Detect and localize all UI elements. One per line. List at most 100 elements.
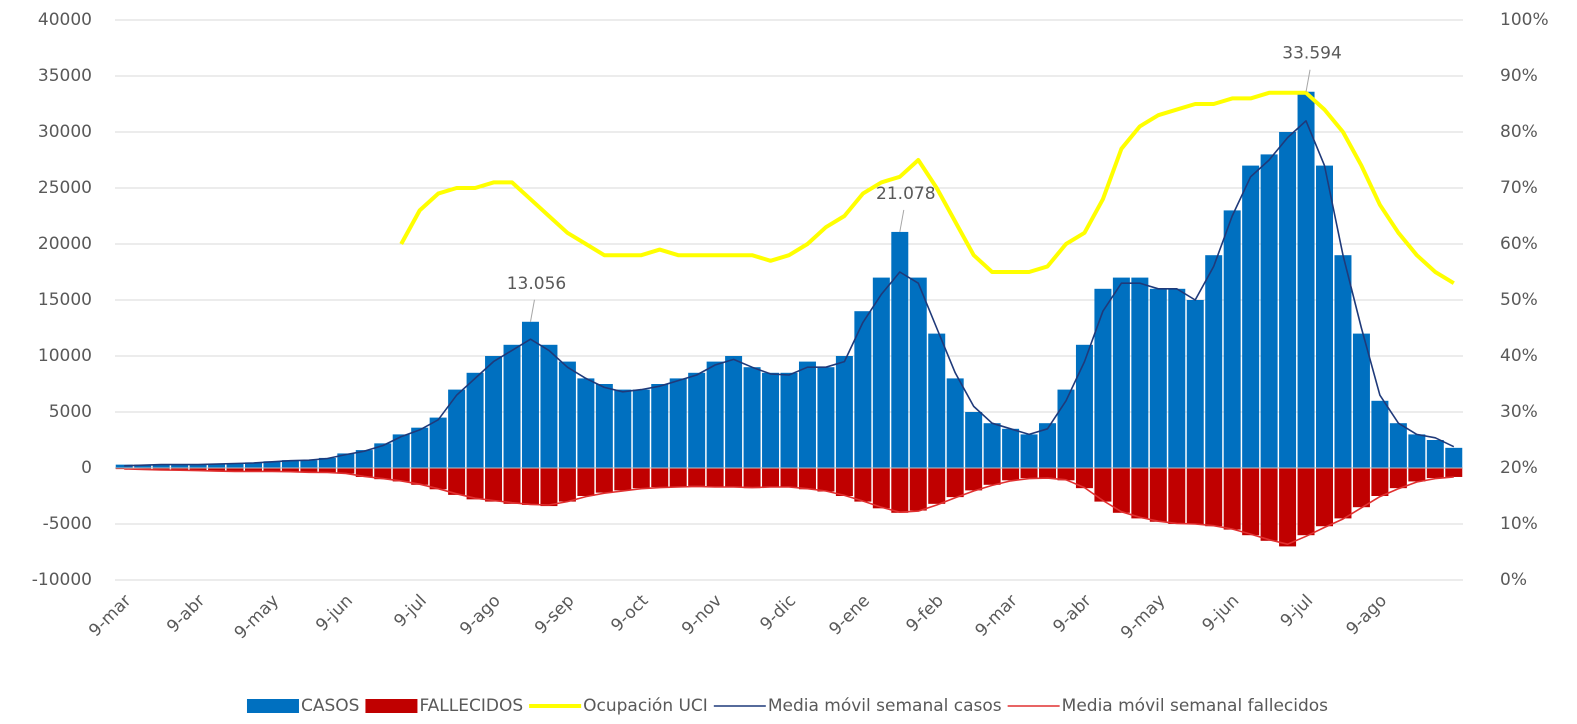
- bar: [281, 468, 299, 472]
- bar: [651, 384, 669, 468]
- bar: [189, 468, 207, 471]
- bar: [134, 464, 152, 468]
- bar: [688, 468, 706, 486]
- bar: [226, 468, 244, 472]
- x-tick-label: 9-ago: [456, 591, 504, 639]
- y2-tick-label: 0%: [1500, 570, 1527, 590]
- bar: [1149, 288, 1167, 468]
- bar: [743, 367, 761, 468]
- y2-tick-label: 100%: [1500, 10, 1549, 30]
- bar: [189, 464, 207, 468]
- bar: [780, 372, 798, 468]
- bar: [503, 468, 521, 504]
- y-tick-label: 40000: [38, 10, 92, 30]
- bar: [1371, 468, 1389, 496]
- bar: [1112, 468, 1130, 513]
- bar: [1260, 468, 1278, 541]
- bar: [835, 468, 853, 496]
- bar: [817, 468, 835, 492]
- x-tick-label: 9-mar: [85, 591, 135, 641]
- bar: [706, 468, 724, 488]
- bar: [1334, 468, 1352, 519]
- y-tick-label: 15000: [38, 290, 92, 310]
- bar: [1223, 468, 1241, 530]
- bar: [614, 468, 632, 491]
- bar: [244, 462, 262, 468]
- bar: [1002, 428, 1020, 468]
- bar: [577, 468, 595, 496]
- x-tick-label: 9-may: [231, 591, 283, 643]
- bar: [983, 468, 1001, 485]
- bar: [1075, 468, 1093, 489]
- x-tick-label: 9-mar: [972, 591, 1022, 641]
- y2-tick-label: 10%: [1500, 514, 1538, 534]
- data-label: 33.594: [1282, 44, 1341, 64]
- bar: [762, 372, 780, 468]
- bar: [171, 468, 189, 471]
- y2-tick-label: 40%: [1500, 346, 1538, 366]
- bar: [429, 417, 447, 468]
- x-tick-label: 9-jul: [390, 591, 430, 631]
- bar: [946, 468, 964, 498]
- legend: CASOS FALLECIDOS Ocupación UCI Media móvil …: [246, 696, 1328, 716]
- y2-tick-label: 70%: [1500, 178, 1538, 198]
- bar: [669, 468, 687, 488]
- x-tick-label: 9-jun: [312, 591, 357, 636]
- x-tick-label: 9-feb: [902, 591, 947, 636]
- bar: [854, 468, 872, 502]
- bar: [1445, 468, 1463, 477]
- bar: [1186, 300, 1204, 468]
- bar: [374, 443, 392, 468]
- bar: [983, 423, 1001, 468]
- legend-label: FALLECIDOS: [419, 696, 523, 716]
- legend-swatch: [246, 699, 299, 713]
- y2-tick-label: 80%: [1500, 122, 1538, 142]
- bar: [411, 427, 429, 468]
- x-tick-label: 9-may: [1117, 591, 1169, 643]
- bar: [1389, 468, 1407, 489]
- bar: [909, 468, 927, 511]
- bar: [872, 277, 890, 468]
- bar: [226, 463, 244, 468]
- bar: [1316, 468, 1334, 527]
- bar: [1408, 434, 1426, 468]
- bar: [577, 378, 595, 468]
- bar: [1039, 423, 1057, 468]
- legend-swatch: [365, 699, 418, 713]
- bar: [872, 468, 890, 509]
- bar: [1094, 468, 1112, 502]
- bar: [263, 468, 281, 472]
- leader-line: [529, 299, 535, 322]
- bar: [1334, 255, 1352, 468]
- legend-label: CASOS: [301, 696, 359, 716]
- bar: [891, 231, 909, 468]
- x-tick-label: 9-sep: [531, 591, 578, 638]
- x-tick-label: 9-jul: [1277, 591, 1317, 631]
- y2-tick-label: 50%: [1500, 290, 1538, 310]
- data-label: 13.056: [507, 274, 566, 294]
- y-tick-label: 35000: [38, 66, 92, 86]
- bar: [540, 468, 558, 507]
- y-tick-label: 5000: [49, 402, 92, 422]
- bar: [1057, 389, 1075, 468]
- bar: [392, 468, 410, 482]
- bar: [651, 468, 669, 488]
- bar: [780, 468, 798, 488]
- y-tick-label: -5000: [43, 514, 92, 534]
- bar: [152, 464, 170, 468]
- bar: [1002, 468, 1020, 481]
- leader-line: [899, 209, 905, 233]
- y2-tick-label: 20%: [1500, 458, 1538, 478]
- line: [399, 90, 1455, 285]
- bar: [632, 468, 650, 489]
- bar: [466, 468, 484, 500]
- bar: [1445, 447, 1463, 468]
- y-tick-label: -10000: [32, 570, 92, 590]
- bar: [521, 321, 539, 468]
- x-tick-label: 9-dic: [756, 591, 800, 635]
- x-tick-label: 9-nov: [678, 591, 726, 639]
- line: [124, 468, 1454, 545]
- bar: [1168, 468, 1186, 524]
- bar: [263, 461, 281, 468]
- bar: [1426, 440, 1444, 468]
